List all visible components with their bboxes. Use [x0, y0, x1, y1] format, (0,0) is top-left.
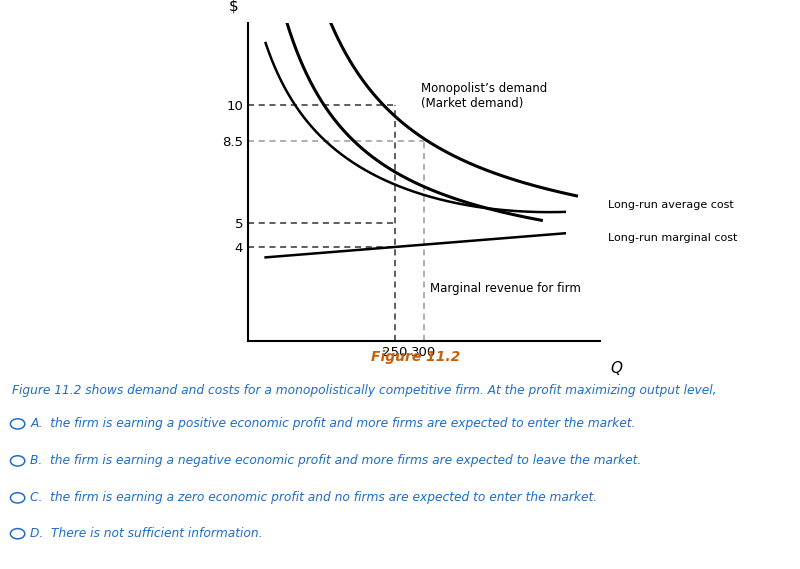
Text: Figure 11.2 shows demand and costs for a monopolistically competitive firm. At t: Figure 11.2 shows demand and costs for a…: [12, 384, 717, 397]
Text: Figure 11.2: Figure 11.2: [371, 350, 461, 364]
Text: B.  the firm is earning a negative economic profit and more firms are expected t: B. the firm is earning a negative econom…: [30, 455, 642, 467]
Text: Monopolist’s demand
(Market demand): Monopolist’s demand (Market demand): [421, 82, 547, 110]
Text: D.  There is not sufficient information.: D. There is not sufficient information.: [30, 527, 263, 540]
Text: Long-run marginal cost: Long-run marginal cost: [608, 233, 738, 243]
Text: A.  the firm is earning a positive economic profit and more firms are expected t: A. the firm is earning a positive econom…: [30, 418, 636, 430]
Text: C.  the firm is earning a zero economic profit and no firms are expected to ente: C. the firm is earning a zero economic p…: [30, 492, 598, 504]
Text: $: $: [229, 0, 238, 13]
Text: Marginal revenue for firm: Marginal revenue for firm: [430, 282, 581, 295]
Text: Long-run average cost: Long-run average cost: [608, 200, 734, 209]
Text: Q: Q: [610, 361, 622, 376]
